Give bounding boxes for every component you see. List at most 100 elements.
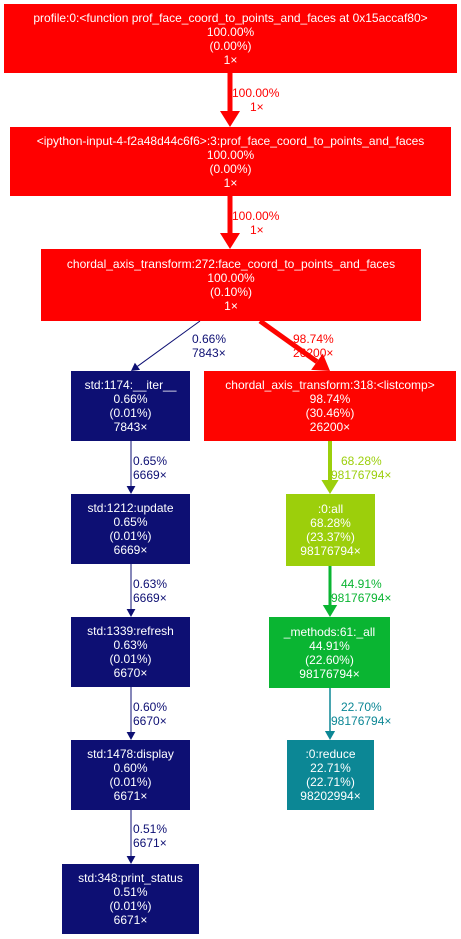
- node-call-count: 98202994×: [300, 789, 361, 803]
- node-self-percent: (22.60%): [305, 652, 354, 667]
- edge-arrowhead-listcomp-to-all0: [321, 480, 339, 494]
- edge-label-display-to-print: 0.51% 6671×: [133, 822, 167, 850]
- edge-label-iter-to-update: 0.65% 6669×: [133, 454, 167, 482]
- edge-arrowhead-ipython-to-chordal272: [220, 233, 240, 249]
- node-call-count: 6670×: [113, 666, 148, 680]
- edge-percent: 0.63%: [133, 577, 168, 591]
- node-total-percent: 0.60%: [113, 761, 148, 775]
- edge-percent: 0.65%: [133, 454, 168, 468]
- edge-count: 98176794×: [331, 468, 392, 482]
- node-std-update[interactable]: std:1212:update 0.65% (0.01%) 6669×: [71, 494, 190, 564]
- node-label: chordal_axis_transform:318:<listcomp>: [225, 378, 435, 392]
- edge-arrowhead-profile-to-ipython: [220, 111, 240, 127]
- edge-line-chordal272-to-listcomp: [258, 318, 319, 364]
- edge-count: 26200×: [293, 346, 334, 360]
- node-total-percent: 100.00%: [207, 271, 255, 285]
- edge-count: 1×: [250, 223, 264, 237]
- edge-count: 6669×: [133, 591, 167, 605]
- edge-count: 1×: [250, 100, 264, 114]
- node-label: std:1339:refresh: [87, 624, 174, 638]
- node-profile-root[interactable]: profile:0:<function prof_face_coord_to_p…: [4, 4, 457, 73]
- edge-arrowhead-update-to-refresh: [126, 609, 136, 617]
- node-chordal-face-coord[interactable]: chordal_axis_transform:272:face_coord_to…: [41, 249, 421, 321]
- edge-label-chordal-to-iter: 0.66% 7843×: [192, 332, 226, 360]
- node-all[interactable]: :0:all 68.28% (23.37%) 98176794×: [286, 494, 375, 566]
- node-call-count: 6671×: [113, 789, 148, 803]
- edge-arrowhead-chordal272-to-iter: [131, 362, 141, 371]
- edge-count: 6669×: [133, 468, 167, 482]
- node-label: _methods:61:_all: [283, 624, 376, 639]
- node-call-count: 1×: [223, 52, 238, 67]
- node-label: std:1174:__iter__: [84, 378, 177, 392]
- edge-percent: 100.00%: [232, 209, 280, 223]
- node-std-display[interactable]: std:1478:display 0.60% (0.01%) 6671×: [71, 740, 190, 810]
- edge-arrowhead-iter-to-update: [126, 486, 136, 494]
- edge-percent: 0.66%: [192, 332, 227, 346]
- node-self-percent: (0.10%): [209, 285, 253, 299]
- node-self-percent: (0.01%): [109, 652, 152, 666]
- edge-label-chordal-to-listcomp: 98.74% 26200×: [293, 332, 334, 360]
- edge-arrowhead-methods-to-reduce: [324, 731, 336, 740]
- node-chordal-listcomp[interactable]: chordal_axis_transform:318:<listcomp> 98…: [204, 371, 456, 441]
- node-call-count: 98176794×: [300, 544, 361, 558]
- edge-label-all-to-methods: 44.91% 98176794×: [331, 577, 391, 605]
- edge-label-listcomp-to-all: 68.28% 98176794×: [331, 454, 391, 482]
- node-self-percent: (30.46%): [305, 406, 355, 420]
- node-label: profile:0:<function prof_face_coord_to_p…: [33, 10, 428, 25]
- node-label: <ipython-input-4-f2a48d44c6f6>:3:prof_fa…: [36, 133, 425, 148]
- edge-arrowhead-all0-to-methods: [322, 605, 338, 617]
- node-total-percent: 0.65%: [113, 515, 148, 529]
- edge-label-methods-to-reduce: 22.70% 98176794×: [331, 700, 391, 728]
- node-reduce[interactable]: :0:reduce 22.71% (22.71%) 98202994×: [287, 740, 374, 810]
- node-total-percent: 0.66%: [113, 392, 148, 406]
- edge-arrowhead-chordal272-to-listcomp: [311, 353, 330, 371]
- node-call-count: 98176794×: [299, 666, 360, 681]
- node-total-percent: 22.71%: [310, 761, 351, 775]
- edge-line-chordal272-to-iter: [137, 320, 201, 367]
- edge-count: 6670×: [133, 714, 167, 728]
- node-self-percent: (0.01%): [109, 899, 152, 913]
- node-total-percent: 0.63%: [113, 638, 148, 652]
- edge-label-refresh-to-display: 0.60% 6670×: [133, 700, 167, 728]
- node-call-count: 26200×: [309, 420, 351, 434]
- edge-label-update-to-refresh: 0.63% 6669×: [133, 577, 167, 605]
- node-total-percent: 100.00%: [206, 24, 255, 39]
- edge-arrowhead-refresh-to-display: [126, 732, 136, 740]
- node-label: chordal_axis_transform:272:face_coord_to…: [66, 257, 396, 271]
- node-label: std:1212:update: [87, 501, 174, 515]
- node-self-percent: (23.37%): [306, 530, 355, 544]
- edge-percent: 44.91%: [341, 577, 382, 591]
- edge-percent: 22.70%: [341, 700, 382, 714]
- edge-percent: 98.74%: [293, 332, 334, 346]
- node-self-percent: (0.00%): [209, 161, 252, 176]
- node-self-percent: (22.71%): [306, 775, 355, 789]
- edge-percent: 0.51%: [133, 822, 168, 836]
- node-methods-all[interactable]: _methods:61:_all 44.91% (22.60%) 9817679…: [269, 617, 390, 688]
- node-total-percent: 44.91%: [309, 638, 350, 653]
- node-std-refresh[interactable]: std:1339:refresh 0.63% (0.01%) 6670×: [71, 617, 190, 687]
- node-total-percent: 0.51%: [113, 885, 148, 899]
- edge-percent: 68.28%: [341, 454, 382, 468]
- node-self-percent: (0.01%): [109, 775, 152, 789]
- edge-count: 98176794×: [331, 714, 392, 728]
- node-call-count: 7843×: [113, 420, 148, 434]
- node-total-percent: 98.74%: [309, 392, 351, 406]
- edge-percent: 100.00%: [232, 86, 280, 100]
- node-std-print-status[interactable]: std:348:print_status 0.51% (0.01%) 6671×: [62, 864, 199, 934]
- node-call-count: 1×: [224, 299, 238, 313]
- node-self-percent: (0.00%): [209, 38, 252, 53]
- edge-percent: 0.60%: [133, 700, 168, 714]
- node-label: :0:reduce: [305, 747, 356, 761]
- node-call-count: 6669×: [113, 543, 148, 557]
- node-self-percent: (0.01%): [109, 529, 152, 543]
- node-label: :0:all: [317, 502, 344, 516]
- node-std-iter[interactable]: std:1174:__iter__ 0.66% (0.01%) 7843×: [71, 371, 190, 441]
- node-call-count: 1×: [223, 175, 238, 190]
- edge-label-profile-to-ipython: 100.00% 1×: [232, 86, 279, 114]
- edge-count: 98176794×: [331, 591, 392, 605]
- edge-label-ipython-to-chordal: 100.00% 1×: [232, 209, 279, 237]
- node-ipython-prof-face-coord[interactable]: <ipython-input-4-f2a48d44c6f6>:3:prof_fa…: [10, 127, 451, 196]
- edge-arrowhead-display-to-print: [126, 856, 136, 864]
